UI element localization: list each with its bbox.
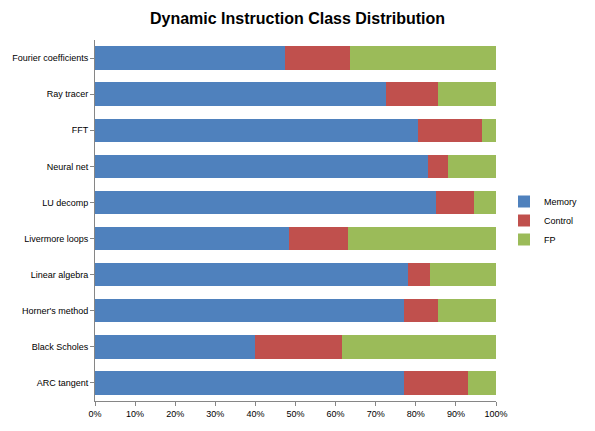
svg-text:ARC tangent: ARC tangent: [37, 378, 89, 388]
svg-text:LU decomp: LU decomp: [42, 198, 88, 208]
svg-text:10%: 10%: [126, 409, 144, 419]
svg-text:20%: 20%: [166, 409, 184, 419]
svg-text:80%: 80%: [407, 409, 425, 419]
svg-text:90%: 90%: [447, 409, 465, 419]
svg-text:50%: 50%: [286, 409, 304, 419]
svg-text:FP: FP: [544, 235, 556, 245]
svg-text:70%: 70%: [367, 409, 385, 419]
svg-text:40%: 40%: [246, 409, 264, 419]
svg-text:Linear algebra: Linear algebra: [31, 270, 89, 280]
svg-text:FFT: FFT: [72, 125, 89, 135]
svg-text:30%: 30%: [206, 409, 224, 419]
svg-text:Ray tracer: Ray tracer: [47, 89, 89, 99]
svg-text:100%: 100%: [484, 409, 507, 419]
svg-text:Horner's method: Horner's method: [22, 306, 88, 316]
svg-text:Memory: Memory: [544, 197, 577, 207]
svg-text:Neural net: Neural net: [47, 162, 89, 172]
svg-text:Livermore loops: Livermore loops: [24, 234, 89, 244]
svg-text:0%: 0%: [88, 409, 101, 419]
svg-text:Control: Control: [544, 216, 573, 226]
svg-text:Fourier coefficients: Fourier coefficients: [12, 53, 88, 63]
svg-text:Black Scholes: Black Scholes: [32, 342, 89, 352]
svg-text:Dynamic Instruction Class Dist: Dynamic Instruction Class Distribution: [150, 10, 445, 27]
svg-text:60%: 60%: [327, 409, 345, 419]
